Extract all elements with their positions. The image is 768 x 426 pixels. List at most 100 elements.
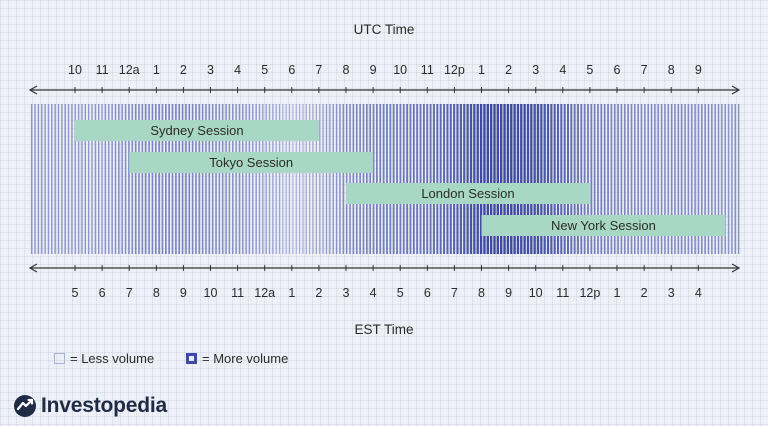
logo-mark-icon xyxy=(14,395,36,417)
volume-stripe xyxy=(128,104,130,254)
tick-label: 9 xyxy=(180,286,187,300)
volume-stripe xyxy=(148,104,150,254)
volume-stripe xyxy=(332,104,334,254)
volume-stripe xyxy=(570,104,573,254)
volume-stripe xyxy=(47,104,50,254)
volume-stripe xyxy=(637,104,639,254)
tick-label: 3 xyxy=(532,63,539,77)
legend-less-label: = Less volume xyxy=(70,351,155,366)
volume-stripe xyxy=(168,104,170,254)
volume-stripe xyxy=(396,104,398,254)
volume-stripe xyxy=(516,104,520,254)
tick-label: 6 xyxy=(99,286,106,300)
volume-stripe xyxy=(613,104,616,254)
volume-stripe xyxy=(31,104,33,254)
volume-stripe xyxy=(513,104,516,254)
volume-stripe xyxy=(654,104,656,254)
tick-label: 9 xyxy=(505,286,512,300)
volume-stripe xyxy=(543,104,546,254)
tick-label: 2 xyxy=(180,63,187,77)
volume-stripe xyxy=(459,104,462,254)
volume-stripe xyxy=(238,104,241,254)
volume-stripe xyxy=(288,104,291,254)
volume-stripe xyxy=(523,104,526,254)
volume-stripe xyxy=(198,104,201,254)
volume-stripe xyxy=(51,104,53,254)
volume-stripe xyxy=(171,104,174,254)
volume-stripe xyxy=(161,104,164,254)
volume-stripe xyxy=(44,104,46,254)
volume-stripe xyxy=(322,104,324,254)
volume-stripe xyxy=(185,104,187,254)
volume-stripe xyxy=(486,104,489,254)
volume-stripe xyxy=(583,104,586,254)
volume-stripe xyxy=(67,104,70,254)
volume-stripe xyxy=(376,104,378,254)
volume-stripe xyxy=(272,104,274,254)
volume-stripe xyxy=(734,104,736,254)
tick-label: 11 xyxy=(231,286,244,300)
volume-stripe xyxy=(453,104,456,254)
tick-label: 10 xyxy=(393,63,407,77)
volume-stripe xyxy=(305,104,307,254)
volume-stripe xyxy=(265,104,267,254)
est-tick-labels: 5 6 7 8 9 10 11 12a 1 2 3 4 5 6 7 8 9 10 11 12p 1 2 3 4 xyxy=(72,286,702,300)
tick-label: 1 xyxy=(614,286,621,300)
volume-stripe xyxy=(158,104,160,254)
volume-stripe xyxy=(674,104,676,254)
volume-stripe xyxy=(366,104,368,254)
volume-stripe xyxy=(560,104,563,254)
tick-label: 4 xyxy=(559,63,566,77)
session-bar xyxy=(129,152,374,173)
volume-stripe xyxy=(285,104,287,254)
est-axis-left-head xyxy=(28,263,38,273)
tick-label: 4 xyxy=(370,286,377,300)
tick-label: 12p xyxy=(444,63,465,77)
volume-stripe xyxy=(64,104,66,254)
tick-label: 10 xyxy=(204,286,218,300)
volume-stripe xyxy=(165,104,167,254)
volume-stripe xyxy=(520,104,523,254)
volume-stripe xyxy=(489,104,493,254)
volume-stripe xyxy=(737,104,740,254)
utc-axis-left-head xyxy=(28,85,38,95)
volume-stripe xyxy=(623,104,626,254)
volume-stripe xyxy=(178,104,181,254)
volume-stripe xyxy=(476,104,479,254)
volume-stripe xyxy=(677,104,680,254)
volume-stripe xyxy=(647,104,649,254)
volume-stripe xyxy=(433,104,435,254)
volume-stripe xyxy=(500,104,503,254)
volume-stripe xyxy=(717,104,720,254)
tick-label: 8 xyxy=(153,286,160,300)
tick-label: 1 xyxy=(153,63,160,77)
investopedia-logo: Investopedia xyxy=(13,394,167,418)
volume-stripe xyxy=(74,104,76,254)
volume-stripe xyxy=(349,104,351,254)
volume-stripe xyxy=(118,104,120,254)
volume-stripe xyxy=(34,104,36,254)
session-bars: Sydney Session Tokyo Session London Sessio… xyxy=(75,120,726,236)
tick-label: 2 xyxy=(315,286,322,300)
volume-stripe xyxy=(302,104,304,254)
tick-label: 5 xyxy=(586,63,593,77)
volume-stripe xyxy=(416,104,419,254)
volume-stripe xyxy=(563,104,566,254)
volume-stripe xyxy=(493,104,496,254)
volume-stripes xyxy=(31,104,740,254)
volume-stripe xyxy=(724,104,726,254)
volume-stripe xyxy=(195,104,197,254)
volume-stripe xyxy=(131,104,134,254)
volume-stripe xyxy=(680,104,683,254)
volume-stripe xyxy=(590,104,593,254)
tick-label: 12a xyxy=(254,286,275,300)
tick-label: 6 xyxy=(614,63,621,77)
est-axis-right-head xyxy=(731,263,741,273)
session-bar xyxy=(346,183,590,204)
tick-label: 11 xyxy=(556,286,569,300)
volume-stripe xyxy=(386,104,388,254)
volume-stripe xyxy=(101,104,103,254)
volume-stripe xyxy=(620,104,623,254)
volume-stripe xyxy=(191,104,194,254)
volume-stripe xyxy=(248,104,251,254)
